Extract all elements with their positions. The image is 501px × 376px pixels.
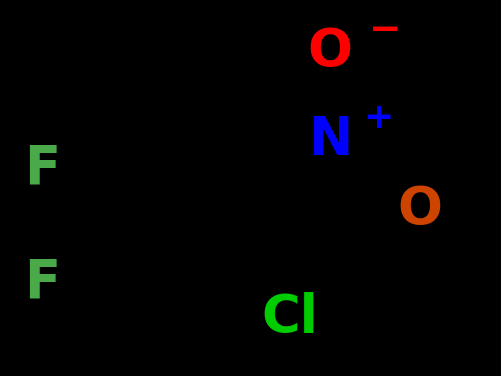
Text: N: N	[308, 114, 352, 166]
Text: Cl: Cl	[262, 292, 318, 344]
Text: F: F	[24, 142, 60, 194]
Text: O: O	[308, 26, 352, 78]
Text: +: +	[363, 101, 393, 135]
Text: F: F	[24, 256, 60, 308]
Text: O: O	[398, 184, 442, 236]
Text: −: −	[369, 11, 401, 49]
